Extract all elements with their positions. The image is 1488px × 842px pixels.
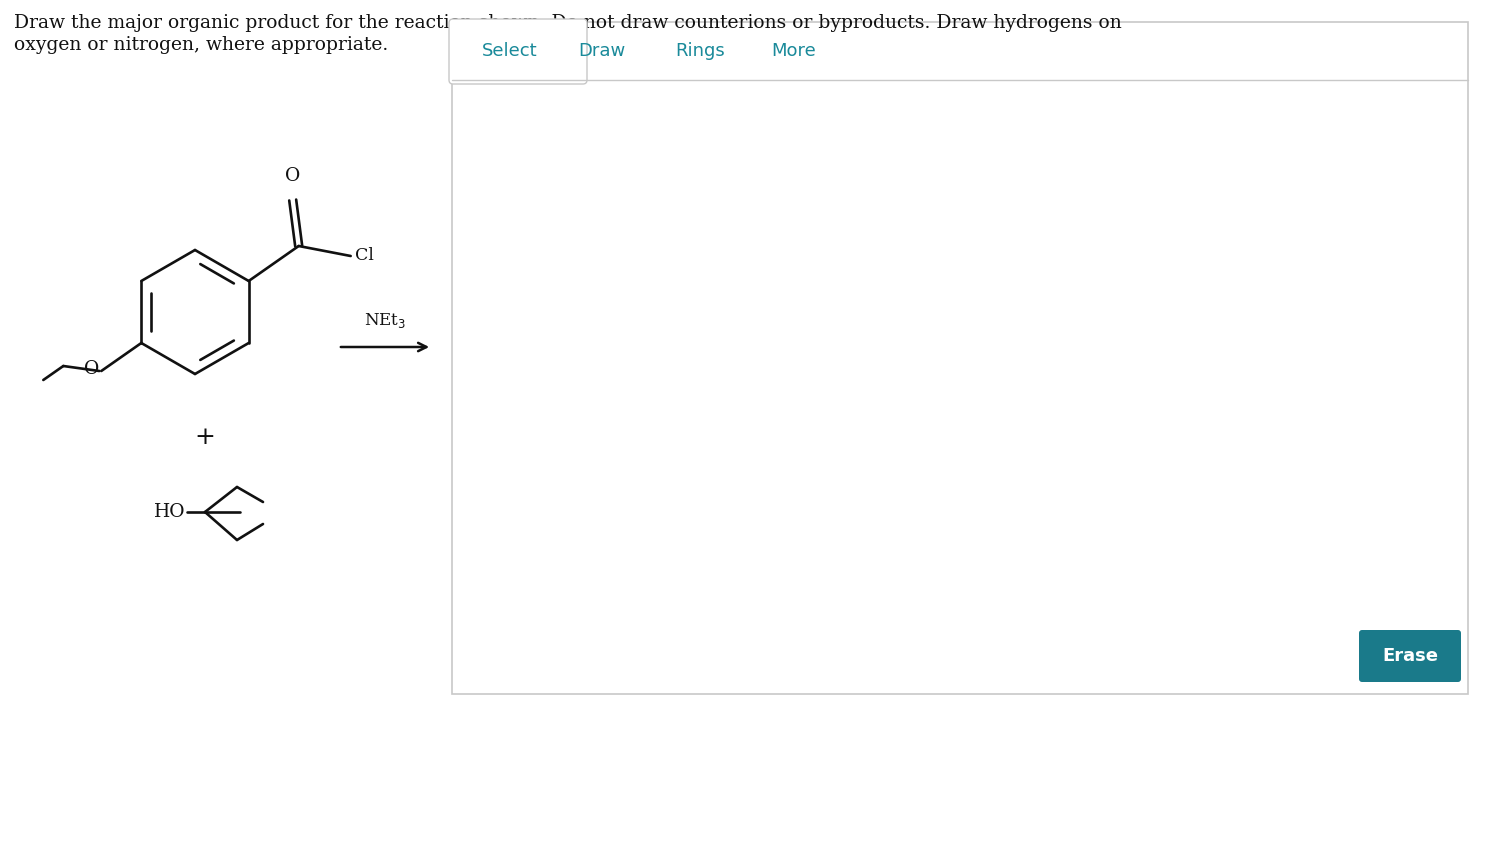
Text: NEt$_3$: NEt$_3$ bbox=[365, 311, 406, 330]
Bar bbox=[452, 22, 1469, 694]
Text: oxygen or nitrogen, where appropriate.: oxygen or nitrogen, where appropriate. bbox=[13, 36, 388, 54]
Text: Draw the major organic product for the reaction shown. Do not draw counterions o: Draw the major organic product for the r… bbox=[13, 14, 1122, 32]
Text: Draw: Draw bbox=[579, 42, 625, 60]
Text: More: More bbox=[772, 42, 817, 60]
Text: Cl: Cl bbox=[354, 247, 373, 264]
Text: Rings: Rings bbox=[676, 42, 725, 60]
FancyBboxPatch shape bbox=[449, 19, 586, 84]
Text: O: O bbox=[83, 360, 100, 378]
Text: +: + bbox=[195, 425, 216, 449]
Text: Erase: Erase bbox=[1382, 647, 1437, 665]
Text: Select: Select bbox=[482, 42, 537, 60]
Text: HO: HO bbox=[153, 503, 185, 521]
FancyBboxPatch shape bbox=[1359, 630, 1461, 682]
Text: O: O bbox=[286, 167, 301, 185]
